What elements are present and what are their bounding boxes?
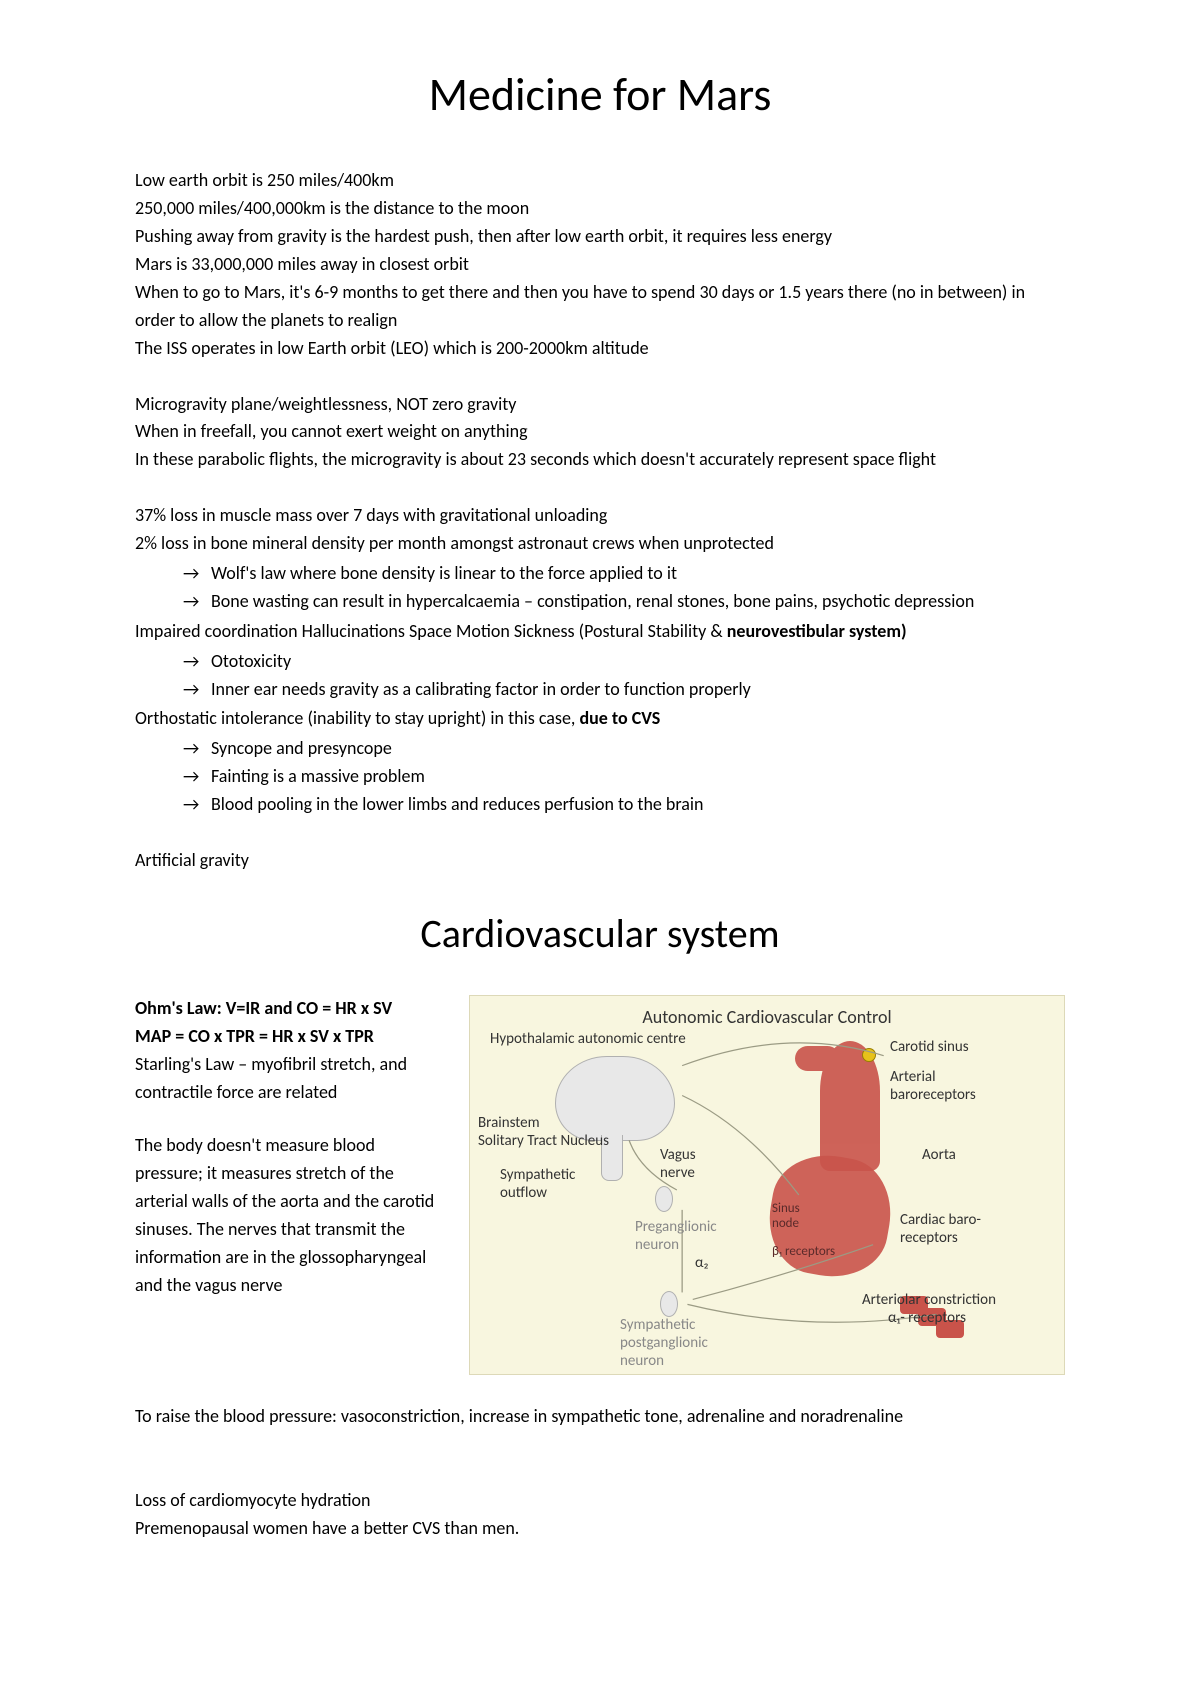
- arrow-icon: →: [183, 676, 211, 704]
- arrow-icon: →: [183, 735, 211, 763]
- label-alpha1: α₁- receptors: [888, 1309, 966, 1327]
- arrow-icon: →: [183, 791, 211, 819]
- intro-line: Mars is 33,000,000 miles away in closest…: [135, 251, 1065, 279]
- starlings-law: Starling's Law – myofibril stretch, and …: [135, 1053, 407, 1103]
- carotid-sinus-dot: [862, 1048, 876, 1062]
- artificial-gravity: Artificial gravity: [135, 847, 1065, 875]
- ortho-list: →Syncope and presyncope →Fainting is a m…: [183, 735, 1065, 819]
- list-text: Bone wasting can result in hypercalcaemi…: [211, 588, 1065, 616]
- coord-text-a: Impaired coordination Hallucinations Spa…: [135, 620, 727, 642]
- body-line: Orthostatic intolerance (inability to st…: [135, 705, 1065, 733]
- arrow-icon: →: [183, 588, 211, 616]
- label-sympathetic-post: Sympathetic postganglionic neuron: [620, 1316, 708, 1370]
- label-vagus: Vagus nerve: [660, 1146, 696, 1182]
- label-arterial-baro: Arterial baroreceptors: [890, 1068, 976, 1104]
- ohms-law: Ohm's Law: V=IR and CO = HR x SV: [135, 997, 392, 1019]
- list-text: Inner ear needs gravity as a calibrating…: [211, 676, 1065, 704]
- list-item: →Wolf's law where bone density is linear…: [183, 560, 1065, 588]
- map-law: MAP = CO x TPR = HR x SV x TPR: [135, 1025, 374, 1047]
- autonomic-cv-diagram: Autonomic Cardiovascular Control: [469, 995, 1065, 1375]
- list-text: Blood pooling in the lower limbs and red…: [211, 791, 1065, 819]
- cv-loss: Loss of cardiomyocyte hydration Premenop…: [135, 1487, 1065, 1543]
- list-item: →Fainting is a massive problem: [183, 763, 1065, 791]
- body-line: Artificial gravity: [135, 847, 1065, 875]
- list-item: →Syncope and presyncope: [183, 735, 1065, 763]
- cv-laws: Ohm's Law: V=IR and CO = HR x SV MAP = C…: [135, 995, 445, 1107]
- intro-line: Pushing away from gravity is the hardest…: [135, 223, 1065, 251]
- body-line: Loss of cardiomyocyte hydration: [135, 1487, 1065, 1515]
- label-aorta: Aorta: [922, 1146, 956, 1164]
- intro-line: When to go to Mars, it's 6-9 months to g…: [135, 279, 1065, 335]
- list-text: Fainting is a massive problem: [211, 763, 1065, 791]
- list-text: Wolf's law where bone density is linear …: [211, 560, 1065, 588]
- label-carotid-sinus: Carotid sinus: [890, 1038, 969, 1056]
- label-preganglionic: Preganglionic neuron: [635, 1218, 717, 1254]
- cv-heading: Cardiovascular system: [135, 903, 1065, 965]
- body-line: Microgravity plane/weightlessness, NOT z…: [135, 391, 1065, 419]
- label-arteriolar: Arteriolar constriction: [862, 1291, 996, 1309]
- intro-paragraph: Low earth orbit is 250 miles/400km 250,0…: [135, 167, 1065, 362]
- page-title: Medicine for Mars: [135, 60, 1065, 131]
- label-sympathetic-outflow: Sympathetic outflow: [500, 1166, 575, 1202]
- label-sinus-node: Sinus node: [772, 1201, 800, 1232]
- body-line: When in freefall, you cannot exert weigh…: [135, 418, 1065, 446]
- list-item: →Inner ear needs gravity as a calibratin…: [183, 676, 1065, 704]
- effects-paragraph: 37% loss in muscle mass over 7 days with…: [135, 502, 1065, 819]
- body-line: In these parabolic flights, the microgra…: [135, 446, 1065, 474]
- label-brainstem: Brainstem Solitary Tract Nucleus: [478, 1114, 609, 1150]
- label-alpha2: α₂: [695, 1254, 709, 1272]
- intro-line: The ISS operates in low Earth orbit (LEO…: [135, 335, 1065, 363]
- label-beta-receptors: β₁ receptors: [772, 1244, 835, 1260]
- cv-row: Ohm's Law: V=IR and CO = HR x SV MAP = C…: [135, 995, 1065, 1375]
- intro-line: Low earth orbit is 250 miles/400km: [135, 167, 1065, 195]
- diagram-title: Autonomic Cardiovascular Control: [470, 1004, 1064, 1032]
- coord-list: →Ototoxicity →Inner ear needs gravity as…: [183, 648, 1065, 704]
- arrow-icon: →: [183, 763, 211, 791]
- label-cardiac-baro: Cardiac baro- receptors: [900, 1211, 981, 1247]
- cv-diagram-column: Autonomic Cardiovascular Control: [469, 995, 1065, 1375]
- cv-left-column: Ohm's Law: V=IR and CO = HR x SV MAP = C…: [135, 995, 445, 1375]
- list-text: Ototoxicity: [211, 648, 1065, 676]
- ortho-text-b: due to CVS: [579, 707, 660, 729]
- ortho-text-a: Orthostatic intolerance (inability to st…: [135, 707, 579, 729]
- cv-raise: To raise the blood pressure: vasoconstri…: [135, 1403, 1065, 1431]
- list-item: →Blood pooling in the lower limbs and re…: [183, 791, 1065, 819]
- ganglion-shape: [655, 1186, 673, 1212]
- list-text: Syncope and presyncope: [211, 735, 1065, 763]
- label-hypothalamic: Hypothalamic autonomic centre: [490, 1030, 686, 1048]
- bone-list: →Wolf's law where bone density is linear…: [183, 560, 1065, 616]
- postganglion-shape: [660, 1291, 678, 1317]
- body-line: To raise the blood pressure: vasoconstri…: [135, 1403, 1065, 1431]
- body-line: Premenopausal women have a better CVS th…: [135, 1515, 1065, 1543]
- arrow-icon: →: [183, 560, 211, 588]
- coord-text-b: neurovestibular system): [727, 620, 907, 642]
- body-line: 37% loss in muscle mass over 7 days with…: [135, 502, 1065, 530]
- cv-measure: The body doesn't measure blood pressure;…: [135, 1132, 445, 1299]
- arrow-icon: →: [183, 648, 211, 676]
- intro-line: 250,000 miles/400,000km is the distance …: [135, 195, 1065, 223]
- body-line: 2% loss in bone mineral density per mont…: [135, 530, 1065, 558]
- list-item: →Bone wasting can result in hypercalcaem…: [183, 588, 1065, 616]
- microgravity-paragraph: Microgravity plane/weightlessness, NOT z…: [135, 391, 1065, 475]
- list-item: →Ototoxicity: [183, 648, 1065, 676]
- body-line: Impaired coordination Hallucinations Spa…: [135, 618, 1065, 646]
